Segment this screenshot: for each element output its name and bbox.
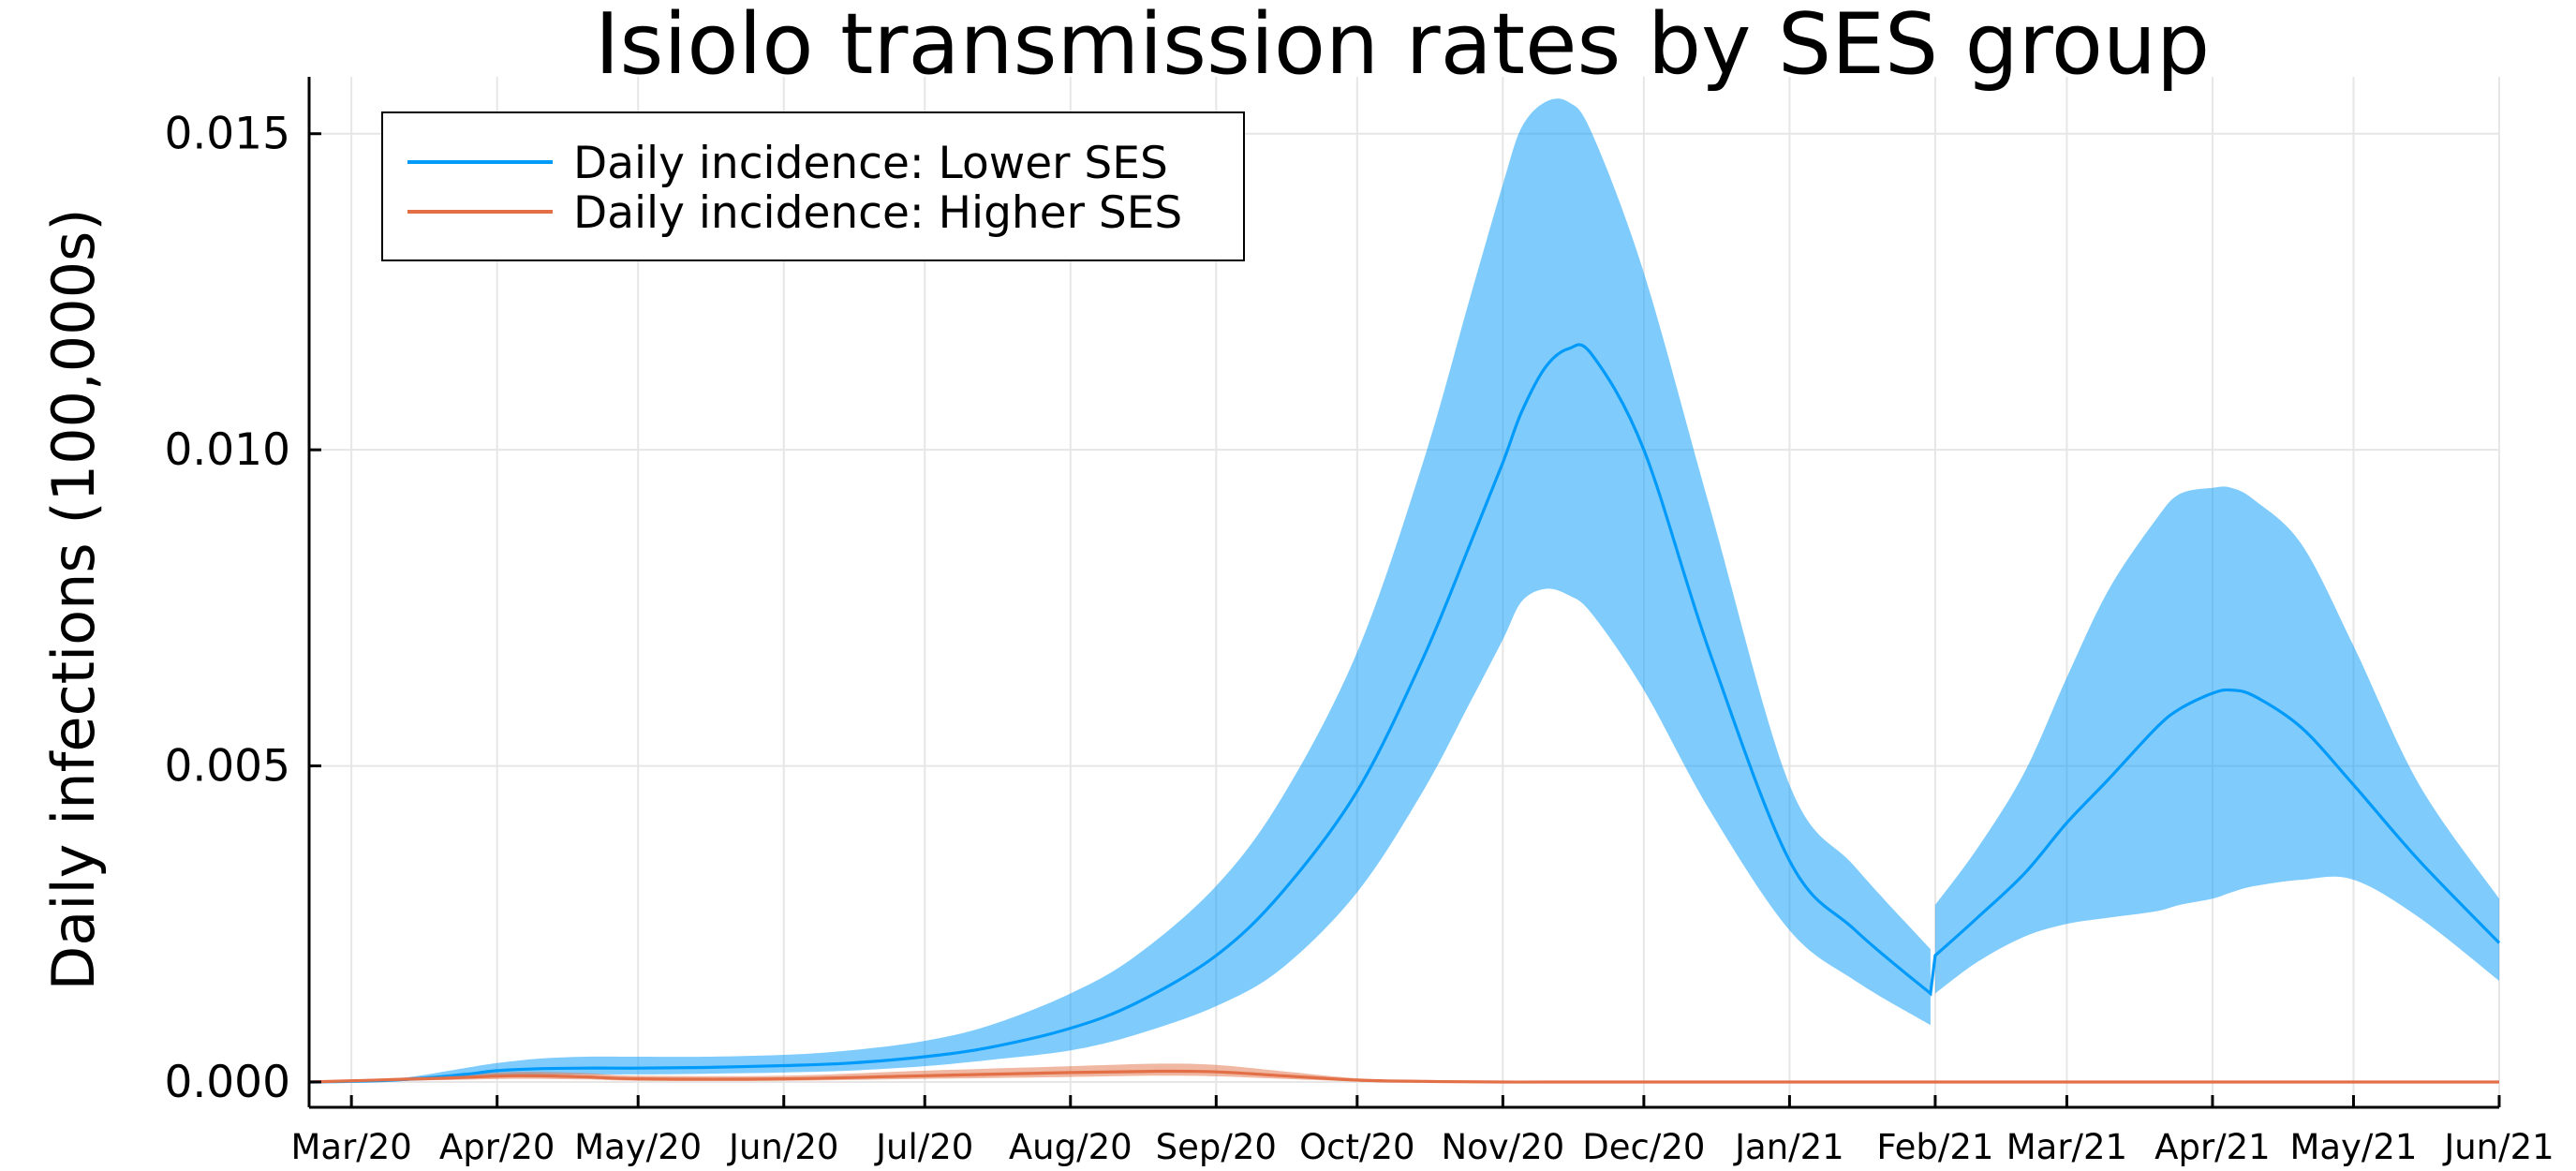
x-tick-label: Apr/21 bbox=[2154, 1127, 2271, 1167]
x-tick-labels: Mar/20 Apr/20 May/20 Jun/20 Jul/20 Aug/20 Sep/… bbox=[290, 1127, 2554, 1167]
x-tick-label: May/21 bbox=[2289, 1127, 2417, 1167]
x-tick-label: Sep/20 bbox=[1156, 1127, 1277, 1167]
series-lines bbox=[308, 343, 2501, 1084]
y-tick-label: 0.005 bbox=[164, 741, 290, 793]
x-tick-label: Feb/21 bbox=[1876, 1127, 1993, 1167]
y-tick-labels: 0.000 0.005 0.010 0.015 bbox=[164, 109, 290, 1108]
axes bbox=[307, 77, 2501, 1109]
y-axis-label: Daily infections (100,000s) bbox=[39, 208, 108, 990]
x-tick-label: Jun/20 bbox=[727, 1127, 838, 1167]
y-tick-label: 0.000 bbox=[164, 1057, 290, 1108]
legend-label-lower-ses: Daily incidence: Lower SES bbox=[573, 138, 1168, 189]
x-tick-label: Aug/20 bbox=[1009, 1127, 1133, 1167]
y-tick-label: 0.010 bbox=[164, 424, 290, 476]
legend-box bbox=[381, 111, 1245, 261]
x-tick-label: Mar/21 bbox=[2006, 1127, 2127, 1167]
x-tick-label: Jan/21 bbox=[1733, 1127, 1844, 1167]
x-tick-label: Dec/20 bbox=[1582, 1127, 1705, 1167]
chart-title: Isiolo transmission rates by SES group bbox=[595, 0, 2210, 94]
x-tick-label: Nov/20 bbox=[1441, 1127, 1564, 1167]
x-tick-label: May/20 bbox=[574, 1127, 702, 1167]
x-tick-label: Oct/20 bbox=[1299, 1127, 1415, 1167]
band-series-0 bbox=[309, 98, 2499, 1083]
x-tick-label: Apr/20 bbox=[439, 1127, 555, 1167]
line-series-0 bbox=[308, 343, 2501, 1084]
x-tick-label: Mar/20 bbox=[290, 1127, 411, 1167]
y-tick-label: 0.015 bbox=[164, 109, 290, 160]
line-series-1 bbox=[308, 1069, 2499, 1084]
legend: Daily incidence: Lower SES Daily inciden… bbox=[381, 111, 1245, 261]
x-tick-label: Jun/21 bbox=[2442, 1127, 2554, 1167]
x-tick-label: Jul/20 bbox=[874, 1127, 973, 1167]
legend-label-higher-ses: Daily incidence: Higher SES bbox=[573, 187, 1182, 239]
